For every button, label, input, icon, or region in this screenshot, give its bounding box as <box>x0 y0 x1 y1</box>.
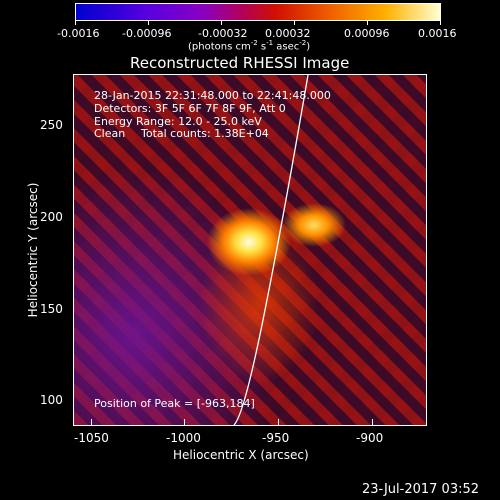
clean-label: Clean <box>94 127 126 140</box>
x-tick-label: -1000 <box>166 431 201 445</box>
colorbar-unit-label: (photons cm-2 s-1 asec-2) <box>188 39 311 53</box>
colorbar-tick-label: -0.00032 <box>198 27 248 40</box>
colorbar-tick-label: 0.00096 <box>344 27 390 40</box>
x-tick-label: -900 <box>356 431 384 445</box>
plot-title: Reconstructed RHESSI Image <box>130 54 350 72</box>
colorbar <box>75 3 441 21</box>
total-counts-text: Total counts: 1.38E+04 <box>141 127 269 140</box>
y-tick-label: 100 <box>40 393 63 407</box>
solar-limb-line <box>233 75 309 425</box>
colorbar-tick-label: -0.00096 <box>122 27 172 40</box>
peak-position-text: Position of Peak = [-963,184] <box>94 397 255 410</box>
y-tick-label: 200 <box>40 210 63 224</box>
y-tick-label: 150 <box>40 302 63 316</box>
x-axis-label: Heliocentric X (arcsec) <box>173 448 309 462</box>
colorbar-ticks <box>75 20 441 26</box>
x-tick-label: -1050 <box>74 431 109 445</box>
time-range-text: 28-Jan-2015 22:31:48.000 to 22:41:48.000 <box>94 89 331 102</box>
x-axis <box>73 419 427 431</box>
y-tick-label: 250 <box>40 118 63 132</box>
detectors-text: Detectors: 3F 5F 6F 7F 8F 9F, Att 0 <box>94 102 286 115</box>
energy-range-text: Energy Range: 12.0 - 25.0 keV <box>94 115 262 128</box>
x-tick-label: -950 <box>262 431 290 445</box>
y-axis-label: Heliocentric Y (arcsec) <box>26 182 40 318</box>
colorbar-tick-label: -0.0016 <box>57 27 100 40</box>
colorbar-tick-label: 0.00032 <box>265 27 311 40</box>
footer-timestamp: 23-Jul-2017 03:52 <box>362 482 480 497</box>
image-frame: 28-Jan-2015 22:31:48.000 to 22:41:48.000… <box>73 74 427 426</box>
colorbar-tick-label: 0.0016 <box>418 27 457 40</box>
